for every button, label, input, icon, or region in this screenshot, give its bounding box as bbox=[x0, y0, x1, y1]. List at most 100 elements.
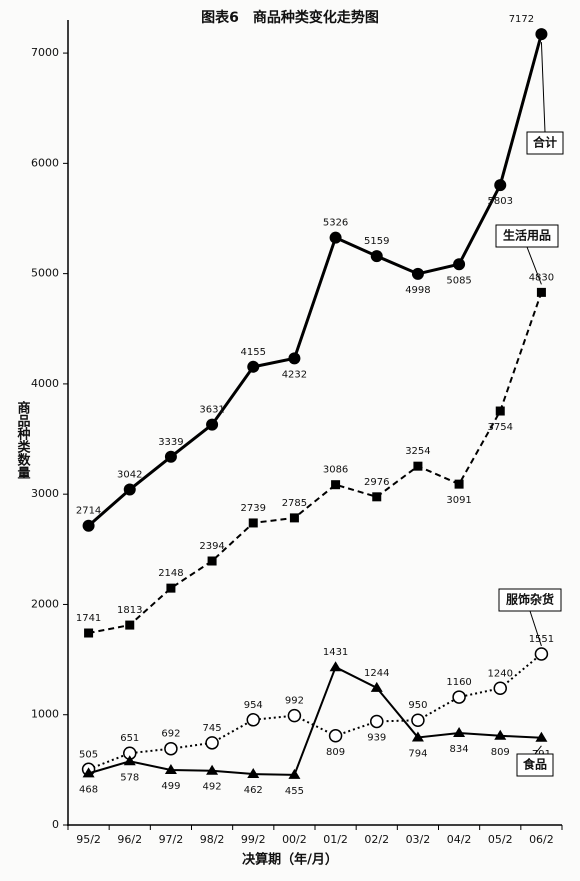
point bbox=[248, 518, 258, 528]
x-tick-label: 05/2 bbox=[488, 833, 513, 846]
point bbox=[164, 741, 178, 756]
value-label: 809 bbox=[491, 747, 510, 758]
y-axis-title: 商品种类数量 bbox=[15, 400, 32, 480]
value-label: 3091 bbox=[446, 495, 471, 506]
point bbox=[288, 352, 301, 365]
value-label: 4155 bbox=[241, 347, 266, 358]
value-label: 505 bbox=[79, 749, 98, 760]
value-label: 5326 bbox=[323, 218, 348, 229]
value-label: 2739 bbox=[241, 503, 266, 514]
x-tick-label: 97/2 bbox=[159, 833, 184, 846]
point bbox=[166, 583, 176, 593]
point bbox=[289, 513, 299, 523]
value-label: 499 bbox=[161, 781, 180, 792]
x-tick-label: 00/2 bbox=[282, 833, 307, 846]
value-label: 4232 bbox=[282, 369, 307, 380]
point bbox=[494, 729, 507, 740]
point bbox=[287, 708, 302, 723]
point bbox=[453, 727, 466, 738]
x-tick-label: 04/2 bbox=[447, 833, 472, 846]
series-line bbox=[88, 653, 543, 771]
value-label: 954 bbox=[244, 700, 263, 711]
legend-connector bbox=[526, 246, 542, 285]
point bbox=[82, 767, 95, 778]
legend-label: 食品 bbox=[522, 757, 547, 772]
value-label: 692 bbox=[161, 729, 180, 740]
point bbox=[84, 628, 94, 638]
y-tick-label: 1000 bbox=[31, 708, 59, 721]
value-label: 578 bbox=[120, 772, 139, 783]
series-line bbox=[88, 292, 543, 634]
y-tick-label: 5000 bbox=[31, 267, 59, 280]
legend-box bbox=[498, 588, 562, 612]
value-label: 2148 bbox=[158, 568, 183, 579]
value-label: 2785 bbox=[282, 498, 307, 509]
x-axis-title: 决算期（年/月） bbox=[242, 852, 338, 868]
x-tick-label: 96/2 bbox=[117, 833, 142, 846]
value-label: 3254 bbox=[405, 446, 430, 457]
point bbox=[206, 418, 219, 431]
value-label: 2394 bbox=[199, 541, 224, 552]
x-tick-label: 98/2 bbox=[200, 833, 225, 846]
point bbox=[164, 450, 177, 463]
value-label: 5803 bbox=[488, 196, 513, 207]
point bbox=[454, 479, 464, 489]
y-tick-label: 3000 bbox=[31, 487, 59, 500]
legend-label: 合计 bbox=[533, 135, 557, 150]
legend-box bbox=[526, 131, 564, 155]
point bbox=[413, 461, 423, 471]
value-label: 950 bbox=[408, 700, 427, 711]
point bbox=[534, 647, 549, 661]
value-label: 1240 bbox=[488, 668, 513, 679]
point bbox=[331, 480, 341, 490]
value-label: 992 bbox=[285, 696, 304, 707]
point bbox=[411, 731, 424, 742]
value-label: 1813 bbox=[117, 605, 142, 616]
value-label: 809 bbox=[326, 747, 345, 758]
point bbox=[123, 755, 136, 766]
x-tick-label: 99/2 bbox=[241, 833, 266, 846]
value-label: 5159 bbox=[364, 236, 389, 247]
point bbox=[411, 267, 424, 280]
point bbox=[495, 406, 505, 416]
point bbox=[453, 258, 466, 271]
point bbox=[246, 713, 260, 727]
value-label: 794 bbox=[408, 748, 427, 759]
value-label: 4998 bbox=[405, 285, 430, 296]
point bbox=[411, 713, 425, 727]
y-tick-label: 6000 bbox=[31, 156, 59, 169]
point bbox=[123, 483, 136, 496]
legend-label: 服饰杂货 bbox=[506, 592, 554, 607]
legend-box bbox=[495, 224, 559, 248]
y-tick-label: 0 bbox=[52, 818, 59, 831]
point bbox=[452, 690, 466, 704]
point bbox=[370, 681, 383, 692]
y-tick-label: 4000 bbox=[31, 377, 59, 390]
legend-connector bbox=[534, 745, 542, 755]
y-tick-label: 2000 bbox=[31, 597, 59, 610]
value-label: 1431 bbox=[323, 647, 348, 658]
point bbox=[370, 714, 384, 729]
point bbox=[206, 764, 219, 775]
value-label: 651 bbox=[120, 733, 139, 744]
point bbox=[370, 250, 383, 263]
legend-box bbox=[516, 753, 554, 777]
value-label: 834 bbox=[450, 744, 469, 755]
point bbox=[247, 360, 260, 373]
value-label: 1551 bbox=[529, 634, 554, 645]
value-label: 2714 bbox=[76, 506, 101, 517]
point bbox=[288, 768, 301, 779]
value-label: 939 bbox=[367, 732, 386, 743]
x-tick-label: 95/2 bbox=[76, 833, 101, 846]
value-label: 3631 bbox=[199, 405, 224, 416]
value-label: 462 bbox=[244, 785, 263, 796]
point bbox=[82, 519, 95, 532]
point bbox=[328, 729, 343, 743]
point bbox=[205, 736, 219, 750]
y-tick-label: 7000 bbox=[31, 46, 59, 59]
point bbox=[247, 768, 260, 779]
value-label: 3339 bbox=[158, 437, 183, 448]
point bbox=[207, 556, 217, 566]
legend-connector bbox=[540, 42, 546, 133]
